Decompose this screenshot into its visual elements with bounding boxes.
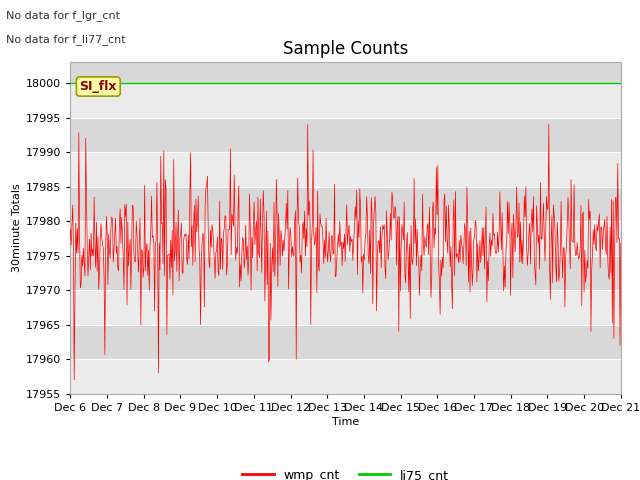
Title: Sample Counts: Sample Counts	[283, 40, 408, 58]
Bar	[70, 187, 621, 221]
Text: SI_flx: SI_flx	[79, 80, 117, 93]
Bar	[70, 152, 621, 187]
Bar	[70, 290, 621, 324]
Bar	[70, 324, 621, 359]
X-axis label: Time: Time	[332, 417, 359, 427]
Bar	[70, 83, 621, 118]
Bar	[70, 62, 621, 83]
Text: No data for f_lgr_cnt: No data for f_lgr_cnt	[6, 10, 120, 21]
Bar	[70, 256, 621, 290]
Legend: wmp_cnt, li75_cnt: wmp_cnt, li75_cnt	[237, 464, 454, 480]
Text: No data for f_li77_cnt: No data for f_li77_cnt	[6, 34, 126, 45]
Y-axis label: 30minute Totals: 30minute Totals	[12, 184, 22, 272]
Bar	[70, 359, 621, 394]
Bar	[70, 118, 621, 152]
Bar	[70, 221, 621, 256]
